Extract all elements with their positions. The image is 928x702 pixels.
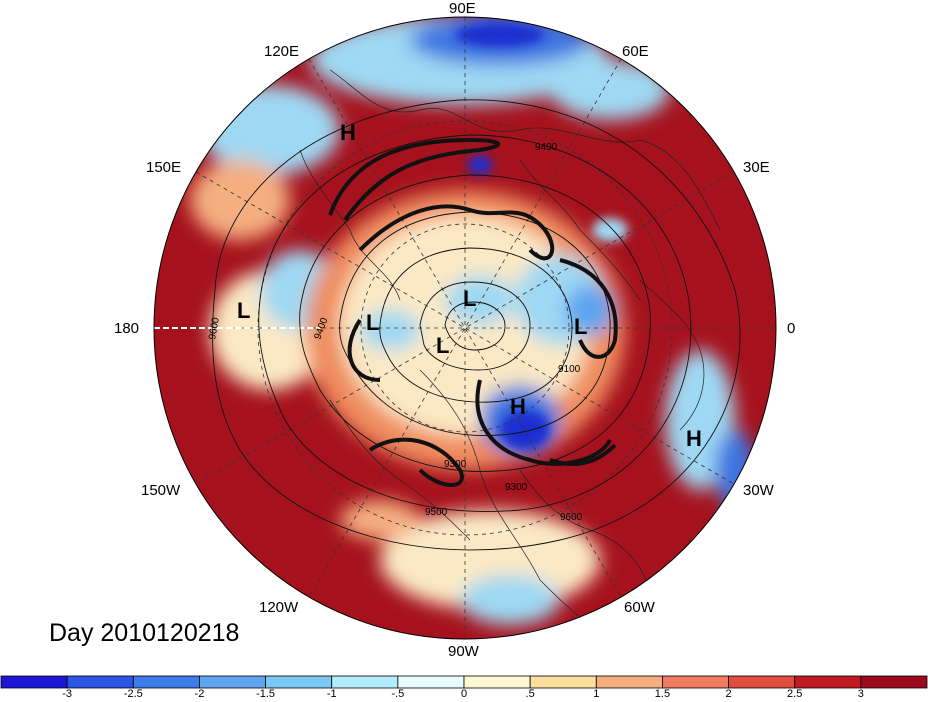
colorbar-box [662,675,729,689]
colorbar-tick: .5 [525,688,535,700]
low-pressure-marker: L [237,298,250,323]
colorbar-tick: -1.5 [256,688,276,700]
lon-label-90w: 90W [448,643,479,660]
lon-label-120w: 120W [259,599,299,616]
colorbar-tick: 3 [857,688,864,700]
colorbar-box [265,675,333,689]
low-pressure-marker: L [463,286,476,311]
colorbar-tick: 2 [725,688,732,700]
pressure-center-markers: H L L L L L H H [237,120,702,451]
lon-label-180: 180 [114,320,140,337]
colorbar-tick: -2 [194,688,205,700]
lon-label-60e: 60E [622,43,649,60]
colorbar-box [860,675,928,689]
colorbar-box [66,675,134,689]
contour-label: 9600 [560,512,583,523]
contour-value-labels: 9100 9300 9400 9500 9600 9400 9300 9600 [207,142,583,523]
low-pressure-marker: L [574,314,587,339]
contour-label: 9400 [535,142,558,153]
colorbar-box [728,675,796,689]
low-pressure-marker: L [366,310,379,335]
colorbar-box [463,675,531,689]
colorbar-tick: 1.5 [654,688,671,700]
lon-label-150e: 150E [146,159,182,176]
colorbar-box [529,675,597,689]
lon-label-30e: 30E [743,159,770,176]
high-pressure-marker: H [686,426,702,451]
lon-label-120e: 120E [264,43,300,60]
colorbar-box [595,675,663,689]
colorbar-box [331,675,399,689]
colorbar-box [132,675,200,689]
lon-label-60w: 60W [624,599,655,616]
low-pressure-marker: L [436,333,449,358]
map-title: Day 2010120218 [49,619,240,647]
colorbar-tick: -2.5 [123,688,143,700]
colorbar-tick: 2.5 [787,688,803,700]
colorbar-tick: -1 [326,688,337,700]
coastlines [299,69,721,631]
high-pressure-marker: H [510,394,526,419]
lon-label-90e: 90E [449,0,476,17]
colorbar-tick: 1 [593,688,600,700]
colorbar [0,675,928,689]
lon-label-30w: 30W [743,482,774,499]
colorbar-tick: 0 [460,688,468,700]
lon-label-0: 0 [787,320,796,337]
colorbar-box [794,675,862,689]
colorbar-box [199,675,266,689]
colorbar-box [397,675,465,689]
contour-label: 9300 [444,459,467,470]
colorbar-box [0,675,68,689]
map-boundary [153,16,777,640]
height-contours [212,99,741,551]
colorbar-tick: -3 [62,688,73,700]
contour-label: 9600 [207,316,222,340]
contour-label: 9100 [558,364,581,375]
contour-label: 9500 [425,507,448,518]
contour-label: 9300 [505,482,528,493]
colorbar-tick: -.5 [391,688,405,700]
lon-label-150w: 150W [141,482,181,499]
high-pressure-marker: H [340,120,356,145]
